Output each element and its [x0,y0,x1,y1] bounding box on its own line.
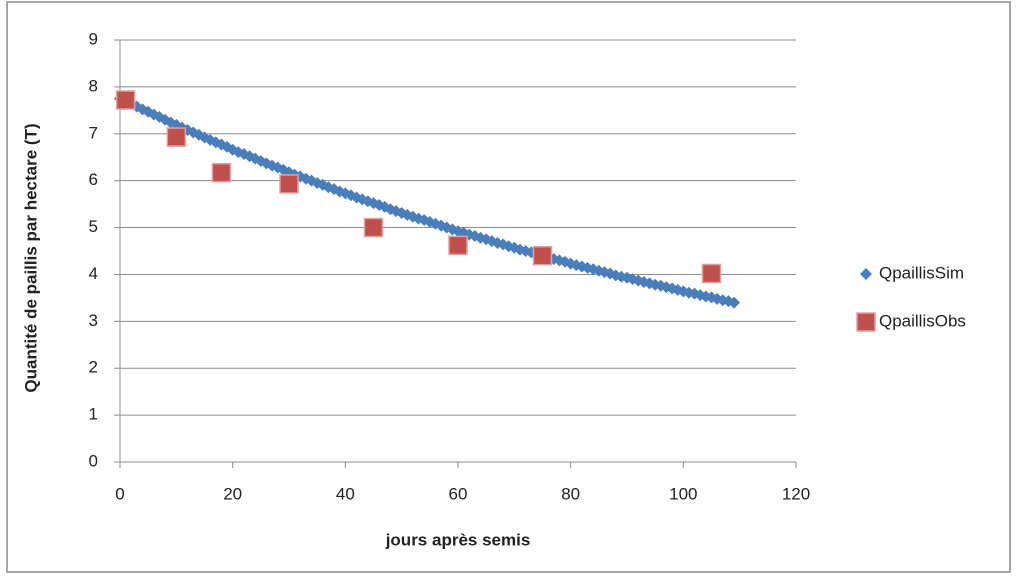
y-tick-label: 1 [89,405,98,424]
legend-label: QpaillisSim [879,263,964,282]
legend-marker [856,312,876,332]
y-tick-label: 2 [89,358,98,377]
point [170,118,183,131]
chart-border [6,1,1011,573]
point [363,217,384,238]
point [532,245,553,266]
point [728,296,741,309]
y-tick-label: 4 [89,264,98,283]
x-tick-label: 100 [669,484,697,503]
x-tick-label: 60 [449,484,468,503]
point [115,90,136,110]
y-tick-label: 7 [89,123,98,142]
x-tick-label: 40 [336,484,355,503]
y-tick-label: 6 [89,170,98,189]
point [166,127,187,147]
y-tick-label: 3 [89,311,98,330]
x-tick-label: 0 [115,484,124,503]
point [701,263,722,284]
y-tick-label: 8 [89,76,98,95]
y-tick-label: 9 [89,29,98,48]
x-tick-label: 80 [561,484,580,503]
point [211,162,232,183]
y-tick-label: 5 [89,217,98,236]
legend-label: QpaillisObs [879,311,966,330]
point [249,152,262,165]
x-tick-label: 20 [223,484,242,503]
y-tick-label: 0 [89,451,98,470]
x-axis-title: jours après semis [385,530,531,549]
legend-marker [860,268,872,280]
point [448,235,468,256]
point [279,174,299,194]
y-axis-title: Quantité de paillis par hectare (T) [21,123,40,392]
x-tick-label: 120 [782,484,810,503]
